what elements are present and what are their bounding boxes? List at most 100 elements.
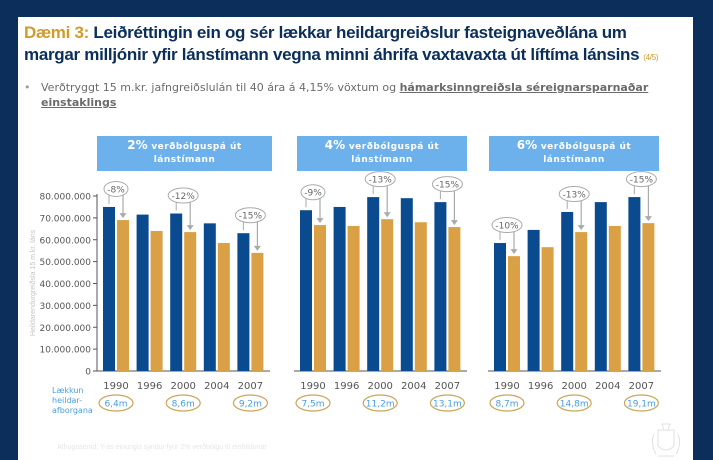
reduction-bubble bbox=[489, 394, 525, 412]
x-tick-label: 1996 bbox=[334, 381, 359, 392]
bar-after bbox=[414, 222, 427, 371]
arrow-down-icon bbox=[253, 245, 261, 251]
bar-after bbox=[448, 227, 461, 371]
bar-after bbox=[541, 247, 554, 371]
arrow-down-icon bbox=[383, 212, 391, 218]
page-indicator: (4/5) bbox=[643, 53, 659, 62]
callout-bubble bbox=[558, 185, 590, 202]
arrow-down-icon bbox=[450, 220, 458, 226]
header-pct: 2% bbox=[127, 138, 148, 152]
reduction-value: 6,4m bbox=[104, 400, 127, 410]
callout-label: -13% bbox=[563, 190, 587, 200]
arrow-down-icon bbox=[577, 225, 585, 231]
callout-bubble bbox=[364, 171, 396, 188]
coat-of-arms-seal bbox=[651, 423, 681, 457]
y-tick-label: 60.000.000 bbox=[39, 236, 91, 246]
callout-label: -15% bbox=[436, 181, 460, 191]
arrow-down-icon bbox=[316, 218, 324, 224]
y-tick-label: 30.000.000 bbox=[39, 302, 91, 312]
x-tick-label: 1990 bbox=[103, 381, 128, 392]
x-tick-label: 1996 bbox=[137, 381, 162, 392]
bar-before bbox=[494, 243, 506, 371]
bar-after bbox=[117, 220, 129, 371]
reduction-value: 7,5m bbox=[301, 400, 324, 410]
bar-chart-4pct: 1990 1996 2000 2004 2007 -9% -13% -15% 7,5m 11,2m… bbox=[294, 171, 467, 412]
x-tick-label: 2004 bbox=[204, 381, 229, 392]
reduction-label-line: afborgana bbox=[52, 406, 93, 415]
header-text: verðbólguspá út lánstímann bbox=[540, 142, 632, 165]
bar-after bbox=[508, 256, 520, 371]
reduction-bubble bbox=[232, 394, 268, 412]
bar-after bbox=[608, 225, 621, 371]
callout-label: -15% bbox=[239, 212, 263, 222]
callout-bubble bbox=[625, 171, 657, 188]
x-tick-label: 1996 bbox=[528, 381, 553, 392]
plots: 1990 1996 2000 2004 2007 -8% -12% -15% 6,4m 8,6m 9… bbox=[97, 171, 661, 412]
x-tick-label: 2004 bbox=[401, 381, 426, 392]
reduction-value: 8,6m bbox=[172, 400, 195, 410]
callout-bubble bbox=[167, 187, 199, 204]
arrow-down-icon bbox=[644, 216, 652, 222]
bar-chart-2pct: 1990 1996 2000 2004 2007 -8% -12% -15% 6,4m 8,6m 9… bbox=[97, 180, 270, 412]
bullet-text-wrap: Verðtryggt 15 m.kr. jafngreiðslulán til … bbox=[41, 80, 664, 110]
callout-label: -12% bbox=[172, 192, 196, 202]
x-tick-label: 2004 bbox=[595, 381, 620, 392]
x-tick-label: 2000 bbox=[367, 381, 392, 392]
bullet-point: • Verðtryggt 15 m.kr. jafngreiðslulán ti… bbox=[24, 80, 664, 110]
arrow-down-icon bbox=[119, 213, 127, 219]
footer-note: Athugasemd: Y-ás einungis sýndur fyrir 2… bbox=[57, 444, 267, 451]
callout-bubble bbox=[234, 207, 266, 224]
bar-before bbox=[203, 223, 216, 371]
reduction-value: 19,1m bbox=[627, 400, 656, 410]
reduction-bubble bbox=[295, 394, 331, 412]
reduction-bubble bbox=[165, 394, 201, 412]
y-tick-label: 40.000.000 bbox=[39, 280, 91, 290]
bar-after bbox=[184, 232, 197, 371]
callout-bubble bbox=[491, 217, 523, 234]
reduction-bubble bbox=[556, 394, 592, 412]
bar-after bbox=[314, 225, 326, 371]
y-axis: 0 10.000.000 20.000.000 30.000.000 40.000.00… bbox=[39, 193, 98, 378]
bar-after bbox=[251, 252, 264, 371]
header-pct: 6% bbox=[516, 138, 538, 152]
bar-after bbox=[150, 231, 163, 371]
callout-bubble bbox=[300, 184, 326, 201]
header-text: verðbólguspá út lánstímann bbox=[348, 142, 440, 165]
x-tick-label: 2007 bbox=[629, 381, 654, 392]
reduction-value: 13,1m bbox=[433, 400, 462, 410]
callout-label: -9% bbox=[304, 189, 322, 199]
reduction-value: 14,8m bbox=[560, 400, 589, 410]
reduction-value: 9,2m bbox=[239, 400, 262, 410]
callout-label: -8% bbox=[107, 185, 125, 195]
x-tick-label: 2000 bbox=[170, 381, 195, 392]
bar-before bbox=[136, 214, 149, 371]
reduction-label-line: Lækkun bbox=[52, 386, 83, 395]
bullet-icon: • bbox=[24, 81, 31, 94]
arrow-down-icon bbox=[186, 225, 194, 231]
bar-before bbox=[594, 202, 607, 371]
reduction-value: 8,7m bbox=[495, 400, 518, 410]
chart-header-2pct: 2% verðbólguspá út lánstímann bbox=[97, 136, 272, 171]
bar-chart-6pct: 1990 1996 2000 2004 2007 -10% -13% -15% 8,7m 14,8… bbox=[488, 171, 661, 412]
bar-after bbox=[217, 243, 230, 371]
bar-before bbox=[300, 210, 312, 371]
reduction-bubble bbox=[623, 394, 660, 412]
chart-header-6pct: 6% verðbólguspá út lánstímann bbox=[489, 136, 659, 171]
reduction-label-line: heildar- bbox=[52, 396, 82, 405]
y-tick-label: 80.000.000 bbox=[39, 193, 91, 203]
bar-before bbox=[367, 197, 380, 371]
bar-after bbox=[381, 219, 394, 371]
y-tick-label: 10.000.000 bbox=[39, 346, 91, 356]
reduction-bubble bbox=[429, 394, 465, 412]
title-lead: Dæmi 3: bbox=[24, 23, 89, 42]
y-tick-label: 70.000.000 bbox=[39, 214, 91, 224]
bar-after bbox=[347, 225, 360, 371]
bullet-emphasis: hámarksinngreiðsla séreignarsparnaðar ei… bbox=[41, 81, 649, 109]
bar-before bbox=[170, 213, 183, 371]
y-tick-label: 50.000.000 bbox=[39, 258, 91, 268]
reduction-bubble bbox=[362, 394, 398, 412]
x-tick-label: 2007 bbox=[238, 381, 263, 392]
callout-bubble bbox=[103, 180, 129, 197]
callout-bubble bbox=[431, 176, 463, 193]
bar-before bbox=[527, 229, 540, 371]
